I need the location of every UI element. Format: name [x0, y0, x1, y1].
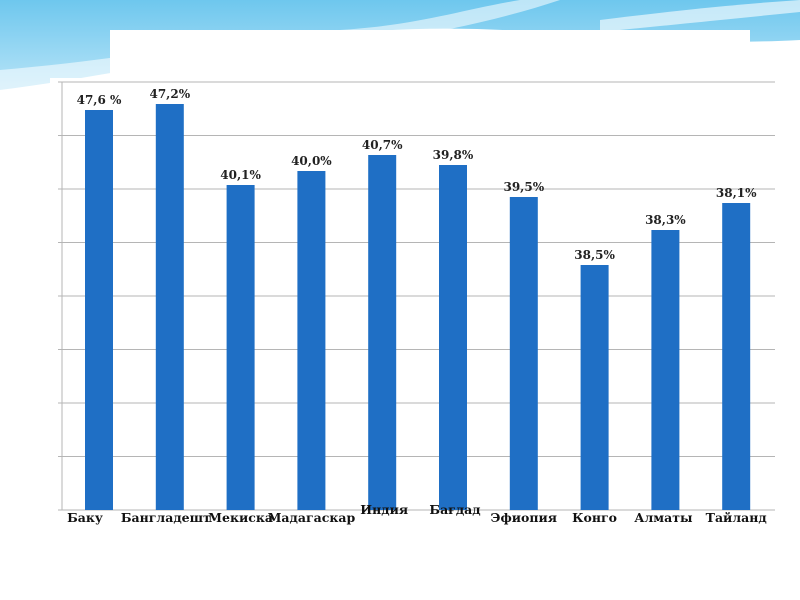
bar-2 — [155, 104, 184, 510]
bar-5 — [368, 155, 397, 510]
bar-6 — [439, 165, 467, 510]
bar-10 — [722, 203, 751, 510]
bar-8 — [580, 265, 609, 510]
bar-1 — [85, 110, 113, 510]
data-label: 38,5% — [574, 248, 615, 262]
bar-4 — [297, 171, 326, 510]
data-label: 40,1% — [220, 168, 261, 182]
category-label: Бангладешт — [121, 510, 211, 525]
data-labels: 47,6 % 47,2% 40,1% 40,0% 40,7% 39,8% 39,5% 38,5… — [77, 87, 758, 262]
category-label: Бағдад — [429, 502, 480, 517]
category-label: Мекиска — [208, 510, 273, 525]
category-label: Тайланд — [706, 510, 767, 525]
data-label: 40,0% — [291, 154, 332, 168]
data-label: 47,2% — [149, 87, 190, 101]
category-label: Баку — [67, 510, 103, 525]
category-label: Эфиопия — [491, 510, 557, 525]
data-label: 38,1% — [716, 186, 757, 200]
data-label: 47,6 % — [77, 93, 122, 107]
chart-title-area — [110, 30, 750, 74]
data-label: 38,3% — [645, 213, 686, 227]
data-label: 39,8% — [433, 148, 474, 162]
category-label: Конго — [572, 510, 617, 525]
bar-3 — [226, 185, 255, 510]
data-label: 39,5% — [503, 180, 544, 194]
category-label: Индия — [360, 502, 408, 517]
category-label: Мадагаскар — [268, 510, 356, 525]
data-label: 40,7% — [362, 138, 403, 152]
bars — [85, 104, 751, 510]
bar-7 — [509, 197, 538, 510]
bar-9 — [651, 230, 680, 510]
category-label: Алматы — [634, 510, 693, 525]
